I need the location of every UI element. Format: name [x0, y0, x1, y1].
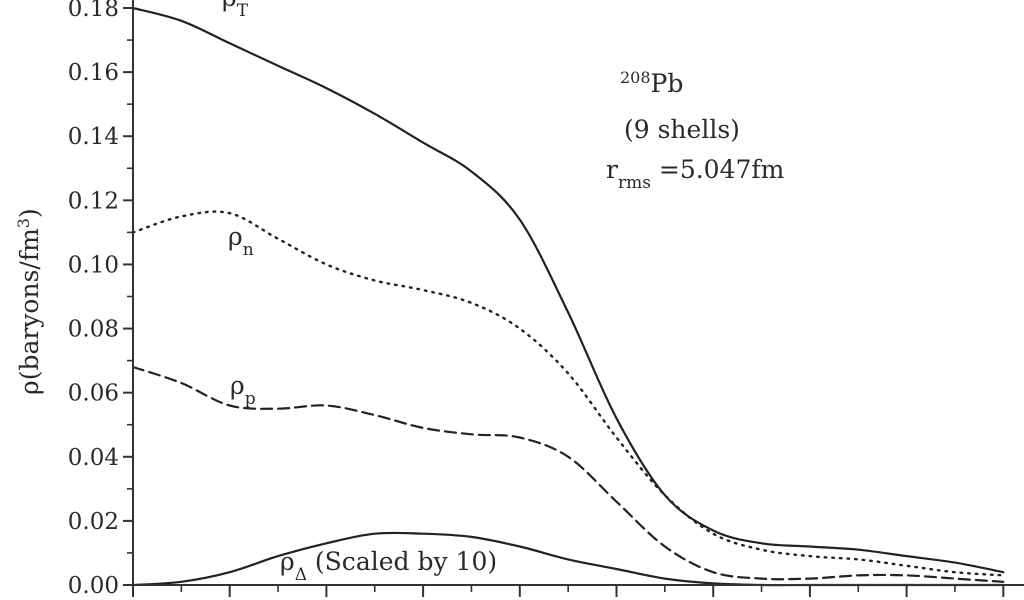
axes-layer: 0.00 0.02 0.04 0.06 0.08 0.10 0.12 0.14 0.16 0.18 [68, 0, 1024, 599]
y-tick-label: 0.04 [68, 445, 119, 471]
series-label-rho-delta: ρΔ (Scaled by 10) [280, 547, 497, 585]
nucleus-label: 208Pb [620, 68, 683, 99]
curves-layer [131, 6, 1005, 587]
y-tick-label: 0.06 [68, 381, 119, 407]
curve-rho-delta [131, 531, 1005, 587]
y-axis-title: ρ(baryons/fm3) [14, 208, 45, 395]
y-tick-label: 0.16 [68, 60, 119, 86]
y-tick-label: 0.12 [68, 188, 119, 214]
y-tick-label: 0.08 [68, 317, 119, 343]
series-label-rho-p: ρp [230, 371, 256, 409]
y-tick-label: 0.18 [68, 0, 119, 22]
series-label-rho-t: ρT [222, 0, 249, 21]
curve-rho-t [131, 6, 1005, 574]
rms-radius-label: rrms =5.047fm [606, 155, 785, 193]
labels-layer: ρ(baryons/fm3) 208Pb (9 shells) rrms =5.… [14, 0, 785, 585]
series-label-rho-n: ρn [228, 222, 254, 260]
shells-label: (9 shells) [624, 115, 740, 144]
y-tick-label: 0.14 [68, 124, 119, 150]
y-tick-label: 0.02 [68, 509, 119, 535]
y-tick-label: 0.10 [68, 252, 119, 278]
y-tick-label: 0.00 [68, 573, 119, 599]
curve-rho-p [131, 365, 1005, 583]
curve-rho-n [131, 210, 1005, 577]
